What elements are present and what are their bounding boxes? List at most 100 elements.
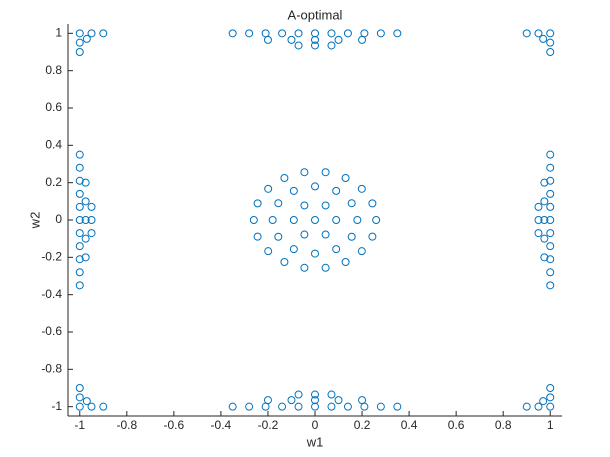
- point: [87, 216, 96, 224]
- point: [249, 216, 258, 224]
- point: [75, 163, 84, 172]
- x-tick-label: 0.8: [495, 418, 512, 432]
- point: [327, 41, 336, 50]
- point: [278, 402, 287, 411]
- x-tick-label: 0.4: [401, 418, 418, 432]
- y-tick-label: 0.4: [45, 138, 62, 152]
- point: [75, 384, 84, 392]
- point: [534, 229, 543, 238]
- x-tick-label: -0.4: [211, 418, 232, 432]
- point: [360, 402, 369, 411]
- point: [75, 202, 84, 211]
- point: [546, 242, 555, 251]
- point: [294, 41, 303, 50]
- point: [300, 168, 309, 177]
- point: [300, 230, 309, 239]
- point: [75, 216, 84, 224]
- point: [294, 390, 303, 399]
- y-tick-label: 1: [55, 26, 62, 40]
- point: [540, 178, 549, 187]
- point: [341, 174, 350, 182]
- point: [368, 199, 377, 208]
- point: [75, 402, 84, 411]
- point: [357, 184, 366, 193]
- point: [343, 402, 352, 411]
- point: [75, 242, 84, 251]
- point: [99, 402, 108, 411]
- point: [327, 29, 336, 38]
- point: [546, 384, 555, 392]
- point: [311, 41, 319, 50]
- y-tick-label: 0.2: [45, 175, 62, 189]
- point: [321, 168, 330, 177]
- point: [75, 176, 84, 185]
- chart-title: A-optimal: [288, 7, 343, 22]
- point: [81, 216, 90, 224]
- point: [261, 402, 270, 411]
- point: [228, 29, 237, 38]
- point: [534, 29, 543, 38]
- point: [546, 48, 555, 56]
- x-tick-label: -0.8: [116, 418, 137, 432]
- x-tick-label: -0.6: [164, 418, 185, 432]
- point: [327, 390, 336, 399]
- point: [360, 29, 369, 38]
- point: [522, 402, 531, 411]
- point: [534, 202, 543, 211]
- x-axis-label: w1: [306, 434, 324, 449]
- point: [546, 29, 555, 38]
- point: [75, 29, 84, 38]
- point: [75, 189, 84, 198]
- point: [75, 229, 84, 238]
- x-tick-label: 1: [547, 418, 554, 432]
- point: [332, 186, 341, 195]
- point: [311, 249, 319, 258]
- point: [263, 396, 272, 405]
- point: [353, 216, 362, 224]
- point: [540, 253, 549, 262]
- point: [300, 263, 309, 272]
- point: [546, 202, 555, 211]
- point: [81, 253, 90, 262]
- point: [368, 232, 377, 241]
- point: [321, 263, 330, 272]
- point: [334, 35, 343, 44]
- point: [294, 402, 303, 411]
- point: [357, 247, 366, 256]
- point: [311, 402, 319, 411]
- point: [75, 393, 84, 402]
- point: [522, 29, 531, 38]
- point: [261, 29, 270, 38]
- point: [546, 281, 555, 290]
- point: [546, 255, 555, 264]
- point: [546, 163, 555, 172]
- x-tick-label: -0.2: [258, 418, 279, 432]
- point: [82, 397, 91, 406]
- point: [81, 178, 90, 187]
- point: [268, 216, 277, 224]
- point: [87, 29, 96, 38]
- y-tick-label: -0.2: [41, 250, 62, 264]
- point: [75, 255, 84, 264]
- point: [294, 29, 303, 38]
- point: [534, 216, 543, 224]
- x-tick-label: 0: [312, 418, 319, 432]
- point: [87, 202, 96, 211]
- point: [311, 35, 319, 44]
- x-tick-label: -1: [74, 418, 85, 432]
- point: [539, 34, 548, 43]
- point: [263, 35, 272, 44]
- point: [321, 201, 330, 210]
- y-axis-label: w2: [27, 212, 42, 230]
- point: [228, 402, 237, 411]
- point: [393, 402, 402, 411]
- point: [540, 216, 549, 224]
- point: [280, 174, 289, 182]
- point: [546, 176, 555, 185]
- point: [81, 234, 90, 243]
- point: [289, 186, 298, 195]
- point: [253, 199, 262, 208]
- point: [539, 397, 548, 406]
- point: [321, 230, 330, 239]
